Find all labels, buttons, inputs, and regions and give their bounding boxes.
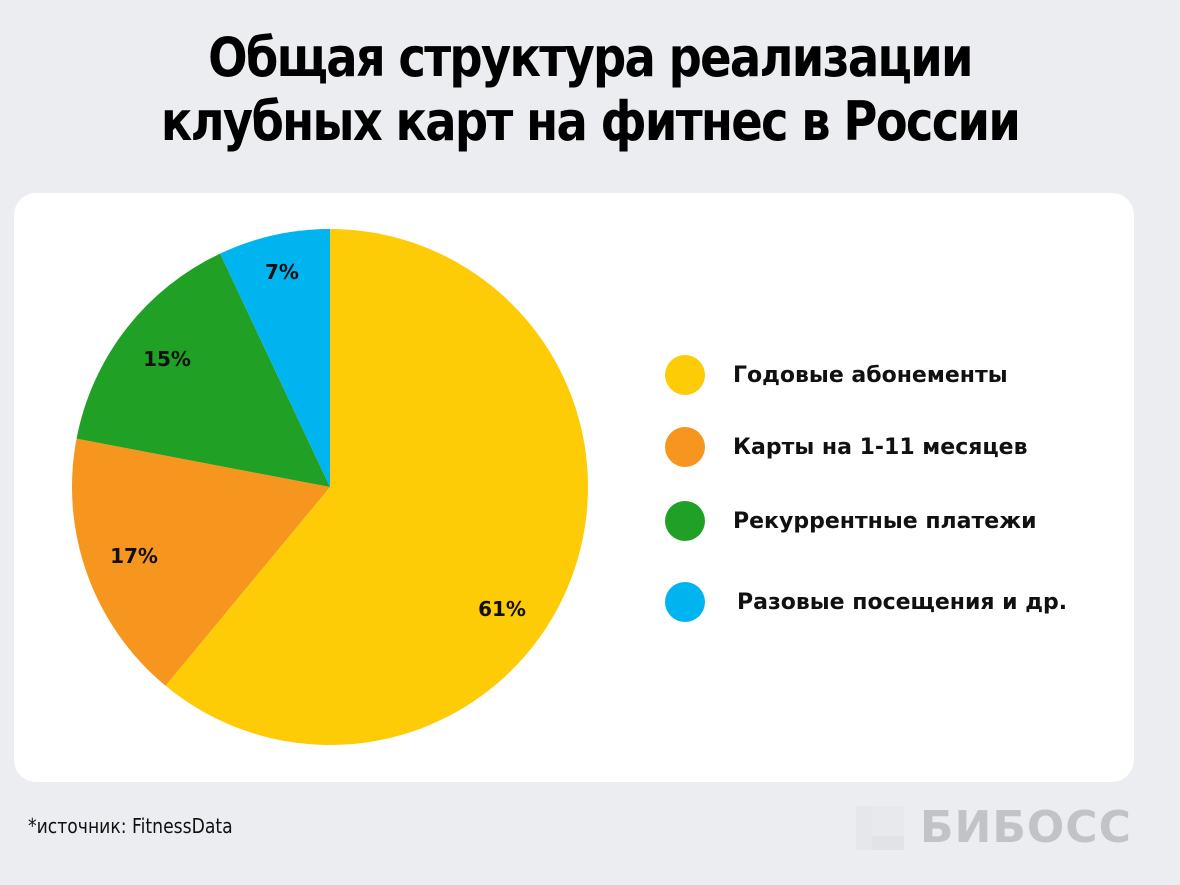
logo-mark-icon [856,805,904,850]
slice-one-time [220,229,330,487]
brand-logo: БИБОСС [856,802,1132,853]
slice-label-one-time: 7% [265,260,299,284]
legend-label-annual: Годовые абонементы [733,362,1008,388]
slice-label-recurring: 15% [143,347,191,371]
legend-label-1-11-months: Карты на 1-11 месяцев [733,434,1028,460]
legend-label-one-time: Разовые посещения и др. [737,589,1068,615]
legend-swatch-recurring [665,501,705,541]
pie-chart-svg [72,229,588,745]
source-note: *источник: FitnessData [28,814,233,838]
legend-item-1-11-months: Карты на 1-11 месяцев [665,427,1028,467]
slice-label-1-11-months: 17% [110,544,158,568]
chart-title-line1: Общая структура реализации [208,26,973,89]
slice-annual [165,229,588,745]
legend-item-annual: Годовые абонементы [665,355,1008,395]
slice-label-annual: 61% [478,597,526,621]
pie-chart: 61% 17% 15% 7% [72,229,588,745]
legend-swatch-one-time [665,582,705,622]
legend-swatch-annual [665,355,705,395]
legend-item-recurring: Рекуррентные платежи [665,501,1037,541]
legend-item-one-time: Разовые посещения и др. [665,582,1067,622]
chart-title: Общая структура реализации клубных карт … [83,26,1098,154]
logo-text: БИБОСС [920,802,1132,853]
slice-1-11-months [72,438,330,686]
slice-recurring [76,253,330,487]
chart-title-line2: клубных карт на фитнес в России [160,90,1021,153]
legend-label-recurring: Рекуррентные платежи [733,508,1037,534]
legend-swatch-1-11-months [665,427,705,467]
